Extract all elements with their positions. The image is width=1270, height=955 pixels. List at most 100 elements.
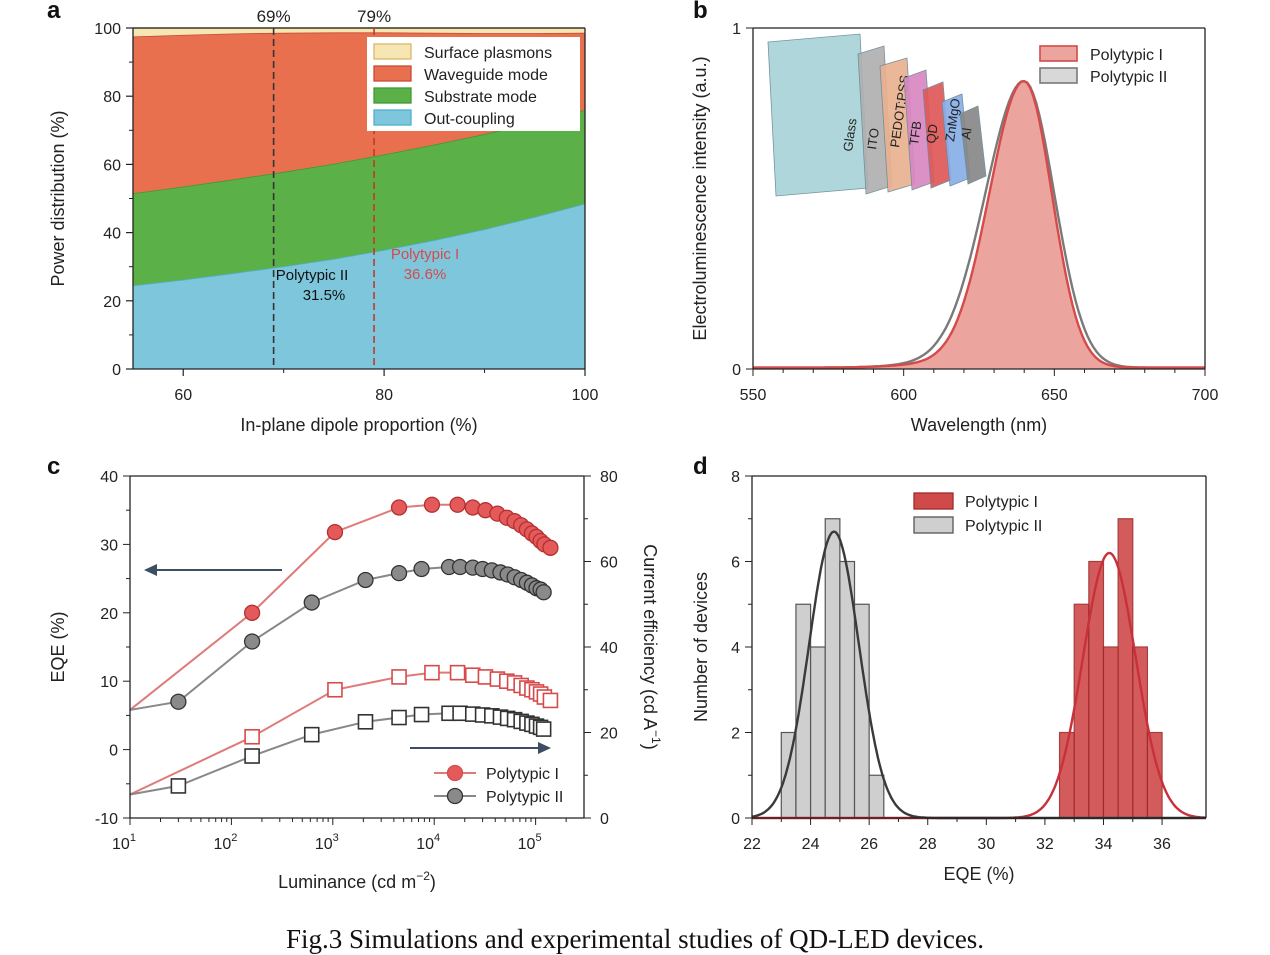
y-tick-label: 4	[731, 640, 740, 657]
y2-tick-label: 20	[600, 726, 618, 743]
legend-label: Polytypic II	[1090, 69, 1167, 86]
y2-tick-label: 40	[600, 640, 618, 657]
y-tick-label: 0	[112, 362, 121, 379]
annotation-polytypic-i-name: Polytypic I	[391, 246, 459, 263]
layer-glass	[767, 33, 869, 197]
x-tick-label: 80	[375, 387, 393, 404]
histogram-bar	[1088, 560, 1105, 819]
histogram-bar	[1102, 646, 1119, 819]
y-tick-label: 10	[100, 674, 118, 691]
y2-tick-label: 60	[600, 555, 618, 572]
eqe-point	[243, 604, 261, 621]
spectrum-fill-polytypic-i	[753, 81, 1205, 369]
eqe-point	[542, 539, 559, 556]
y-tick-label: 60	[103, 157, 121, 174]
x-tick-label: 24	[802, 836, 820, 853]
x-tick-exponent: 3	[333, 832, 339, 844]
legend-swatch	[913, 516, 954, 534]
ce-point	[244, 728, 260, 745]
layer-label: Al	[958, 127, 974, 141]
legend-marker	[446, 787, 464, 805]
eqe-point	[390, 499, 408, 516]
ce-point	[391, 709, 407, 726]
annotation-polytypic-ii-value: 31.5%	[303, 287, 346, 304]
legend-swatch	[913, 492, 954, 510]
ce-point	[391, 669, 407, 685]
legend-swatch	[1039, 45, 1078, 62]
legend-label: Surface plasmons	[424, 45, 552, 62]
spectrum-line-polytypic-i	[753, 79, 1205, 369]
y2-axis-label: Current efficiency (cd A−1)	[640, 544, 663, 749]
x-tick-exponent: 1	[130, 832, 136, 844]
area-substrate-mode	[133, 109, 585, 286]
y-tick-label: 2	[731, 726, 740, 743]
x-tick-label: 550	[740, 387, 767, 404]
y-tick-label: 100	[94, 21, 121, 38]
y-tick-label: 20	[100, 606, 118, 623]
annotation-polytypic-ii-name: Polytypic II	[276, 267, 349, 284]
y-tick-label: 6	[731, 555, 740, 572]
y-tick-label: 8	[731, 469, 740, 486]
y-tick-label: 0	[109, 743, 118, 760]
y-tick-label: 40	[103, 226, 121, 243]
x-tick-label: 104	[416, 832, 440, 853]
legend-label: Polytypic II	[965, 518, 1042, 535]
ce-point	[303, 726, 320, 743]
legend-label: Polytypic I	[965, 494, 1038, 511]
y-axis-label: EQE (%)	[48, 611, 68, 682]
layer-label: ITO	[864, 127, 882, 150]
x-tick-exponent: 2	[231, 832, 237, 844]
eqe-point	[449, 496, 466, 513]
eqe-point	[326, 523, 344, 541]
legend-swatch	[373, 43, 412, 60]
ce-point	[424, 664, 440, 681]
layer-label: Glass	[840, 117, 860, 152]
x-tick-label: 26	[860, 836, 878, 853]
x-tick-label: 700	[1192, 387, 1219, 404]
legend-label: Polytypic I	[486, 766, 559, 783]
y-tick-label: 30	[100, 537, 118, 554]
figure-caption: Fig.3 Simulations and experimental studi…	[285, 924, 985, 954]
x-axis-label: Luminance (cd m−2)	[278, 869, 436, 892]
x-tick-exponent: 4	[434, 832, 440, 844]
x-tick-label: 101	[112, 832, 136, 853]
x-axis-label-end: )	[430, 872, 436, 892]
eqe-arrow-head	[144, 564, 157, 576]
legend-label: Out-coupling	[424, 111, 515, 128]
legend: Polytypic I Polytypic II	[913, 492, 1042, 535]
x-axis-label: EQE (%)	[943, 864, 1014, 884]
y-axis-label: Power distribution (%)	[48, 110, 68, 286]
panel-label: c	[47, 453, 60, 480]
y2-axis-label-end: )	[640, 744, 660, 750]
y-axis-label: Number of devices	[691, 572, 711, 722]
eqe-point	[423, 496, 441, 513]
eqe-point	[535, 584, 552, 601]
eqe-point	[390, 564, 408, 582]
y-tick-label: 80	[103, 89, 121, 106]
legend-label: Waveguide mode	[424, 67, 548, 84]
y-tick-label: 1	[732, 21, 741, 38]
x-tick-label: 100	[572, 387, 599, 404]
x-axis-label: Wavelength (nm)	[911, 415, 1047, 435]
marker-label: 69%	[257, 7, 291, 26]
panel-label: d	[693, 453, 708, 480]
x-tick-label: 30	[977, 836, 995, 853]
panel-a: 0 20 40 60 80 100 60 80 100 69% 79% Polytypic II 31.…	[47, 0, 598, 435]
x-tick-label: 103	[315, 832, 339, 853]
y-axis-label: Electroluminescence intensity (a.u.)	[690, 56, 710, 340]
ce-point	[535, 721, 552, 737]
panel-b: 0 1 550 600 650 700 Polytypic I Polytypic II Gla…	[690, 0, 1218, 435]
y2-tick-label: 80	[600, 469, 618, 486]
y-tick-label: -10	[95, 811, 118, 828]
marker-label: 79%	[357, 7, 391, 26]
ce-point	[413, 706, 430, 723]
panel-c: -10 0 10 20 30 40 0 20 40 60 80 101 102 103 104 105 Poly…	[47, 453, 663, 892]
ce-point	[244, 748, 260, 764]
x-axis-label: In-plane dipole proportion (%)	[240, 415, 477, 435]
histogram-bar	[1132, 646, 1149, 819]
y2-axis-label-sup: −1	[649, 730, 663, 744]
y2-tick-label: 0	[600, 811, 609, 828]
layer-label: TFB	[906, 120, 924, 146]
